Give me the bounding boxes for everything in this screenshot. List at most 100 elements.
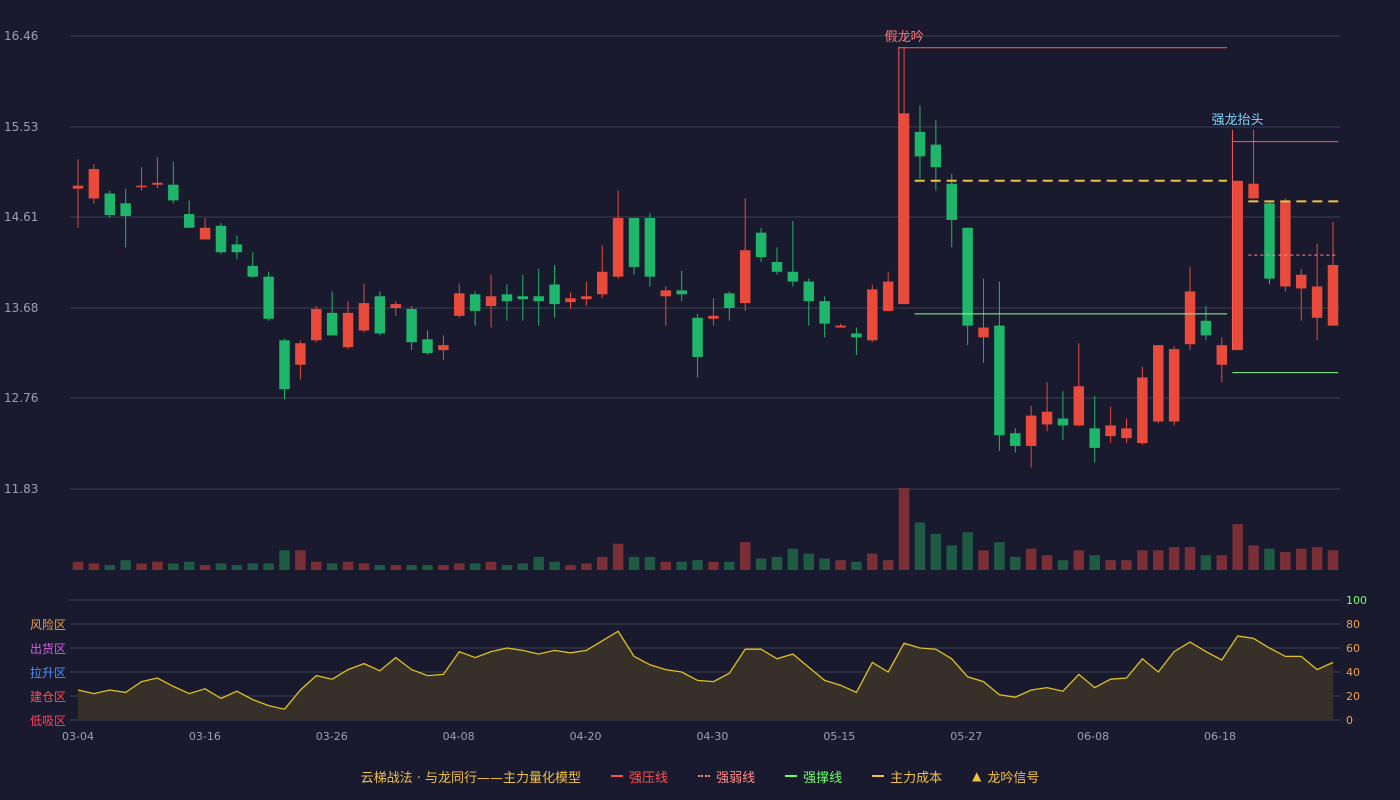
volume-bar <box>1184 547 1196 570</box>
oscillator-zone-label: 拉升区 <box>30 665 66 680</box>
signal-annotation: 强龙抬头 <box>1212 113 1264 128</box>
candle-body <box>1232 180 1243 351</box>
candle-body <box>326 312 338 336</box>
candle-body <box>120 203 131 217</box>
volume-bar <box>136 563 147 570</box>
volume-bar <box>914 522 926 570</box>
candle-body <box>867 289 878 341</box>
oscillator-area <box>78 631 1333 720</box>
volume-bar <box>1311 547 1323 570</box>
candle-body <box>454 293 465 316</box>
candle-body <box>851 333 862 338</box>
volume-bar <box>199 565 211 570</box>
volume-bar <box>72 561 84 570</box>
candle-body <box>533 296 544 302</box>
candle-body <box>295 343 306 365</box>
oscillator-zone-label: 风险区 <box>30 617 66 632</box>
candle-body <box>612 217 624 277</box>
candle-body <box>692 317 703 357</box>
oscillator-line <box>77 630 1334 710</box>
legend-swatch-icon <box>611 775 624 777</box>
candle-body <box>104 193 116 216</box>
candle-body <box>549 284 560 305</box>
legend-swatch-icon <box>698 775 711 777</box>
candle-body <box>1280 201 1291 287</box>
candle-body <box>660 290 672 297</box>
candle-body <box>215 225 227 253</box>
oscillator-zone-label: 出货区 <box>30 641 66 656</box>
volume-bar <box>342 561 354 570</box>
volume-bar <box>406 565 417 570</box>
volume-bar <box>454 563 465 570</box>
candle-body <box>422 339 433 354</box>
candle-body <box>676 290 687 295</box>
volume-bar <box>1264 548 1275 570</box>
candle-body <box>72 185 84 189</box>
volume-bar <box>867 553 878 570</box>
candle-body <box>835 325 846 328</box>
legend-label: 强撑线 <box>803 770 843 786</box>
legend-label: 主力成本 <box>890 770 943 786</box>
x-tick-label: 06-18 <box>1204 730 1236 743</box>
volume-bar <box>692 560 703 570</box>
oscillator-tick-label: 0 <box>1346 714 1353 727</box>
volume-bar <box>549 561 560 570</box>
candle-body <box>962 227 973 326</box>
volume-bar <box>168 563 179 570</box>
volume-bar <box>596 556 608 570</box>
volume-bar <box>882 560 894 570</box>
volume-bar <box>962 532 973 570</box>
candle-body <box>1057 418 1069 426</box>
candles <box>72 46 1339 468</box>
triangle-icon: ▲ <box>972 769 982 783</box>
legend-label: 龙吟信号 <box>987 770 1040 786</box>
candle-body <box>914 131 926 157</box>
candle-body <box>88 169 100 199</box>
volume-bar <box>438 565 449 570</box>
candle-body <box>930 144 942 168</box>
candle-body <box>771 262 783 272</box>
volume-bars <box>72 488 1339 570</box>
x-tick-label: 06-08 <box>1077 730 1109 743</box>
legend-item-strong-resistance: 强压线 <box>611 767 668 786</box>
volume-bar <box>676 561 687 570</box>
volume-bar <box>1137 550 1148 570</box>
candle-body <box>787 271 799 282</box>
x-tick-label: 03-26 <box>316 730 348 743</box>
volume-bar <box>771 556 783 570</box>
volume-bar <box>978 550 989 570</box>
volume-bar <box>1057 560 1069 570</box>
grid-lines <box>70 35 1340 490</box>
volume-bar <box>1041 555 1053 570</box>
candle-body <box>739 250 751 304</box>
candle-body <box>898 113 910 305</box>
volume-bar <box>88 563 100 570</box>
volume-bar <box>946 545 957 570</box>
volume-bar <box>1153 550 1164 570</box>
legend-item-dragon-signal: ▲ 龙吟信号 <box>972 767 1039 786</box>
legend-swatch-icon <box>872 775 885 777</box>
volume-bar <box>1232 524 1243 570</box>
x-axis: 03-04 03-16 03-26 04-08 04-20 04-30 05-15 05-27… <box>62 730 1236 743</box>
price-axis: 16.46 15.53 14.61 13.68 12.76 11.83 <box>4 29 38 496</box>
volume-bar <box>708 561 719 570</box>
candle-body <box>311 308 322 341</box>
candle-body <box>1105 425 1116 437</box>
volume-bar <box>120 560 131 570</box>
signal-annotation: 假龙吟 <box>885 29 924 45</box>
volume-bar <box>724 561 735 570</box>
legend-swatch-icon <box>785 775 798 777</box>
candle-body <box>819 301 830 324</box>
candle-body <box>358 303 370 331</box>
candle-body <box>390 304 401 308</box>
candle-body <box>1200 320 1212 336</box>
legend-label: 强压线 <box>629 770 669 786</box>
volume-bar <box>803 553 815 570</box>
volume-bar <box>739 542 751 570</box>
volume-bar <box>565 565 576 570</box>
volume-bar <box>628 556 640 570</box>
volume-bar <box>1105 560 1116 570</box>
oscillator-tick-label: 40 <box>1346 666 1360 679</box>
volume-bar <box>1121 560 1132 570</box>
candle-body <box>1025 415 1037 446</box>
